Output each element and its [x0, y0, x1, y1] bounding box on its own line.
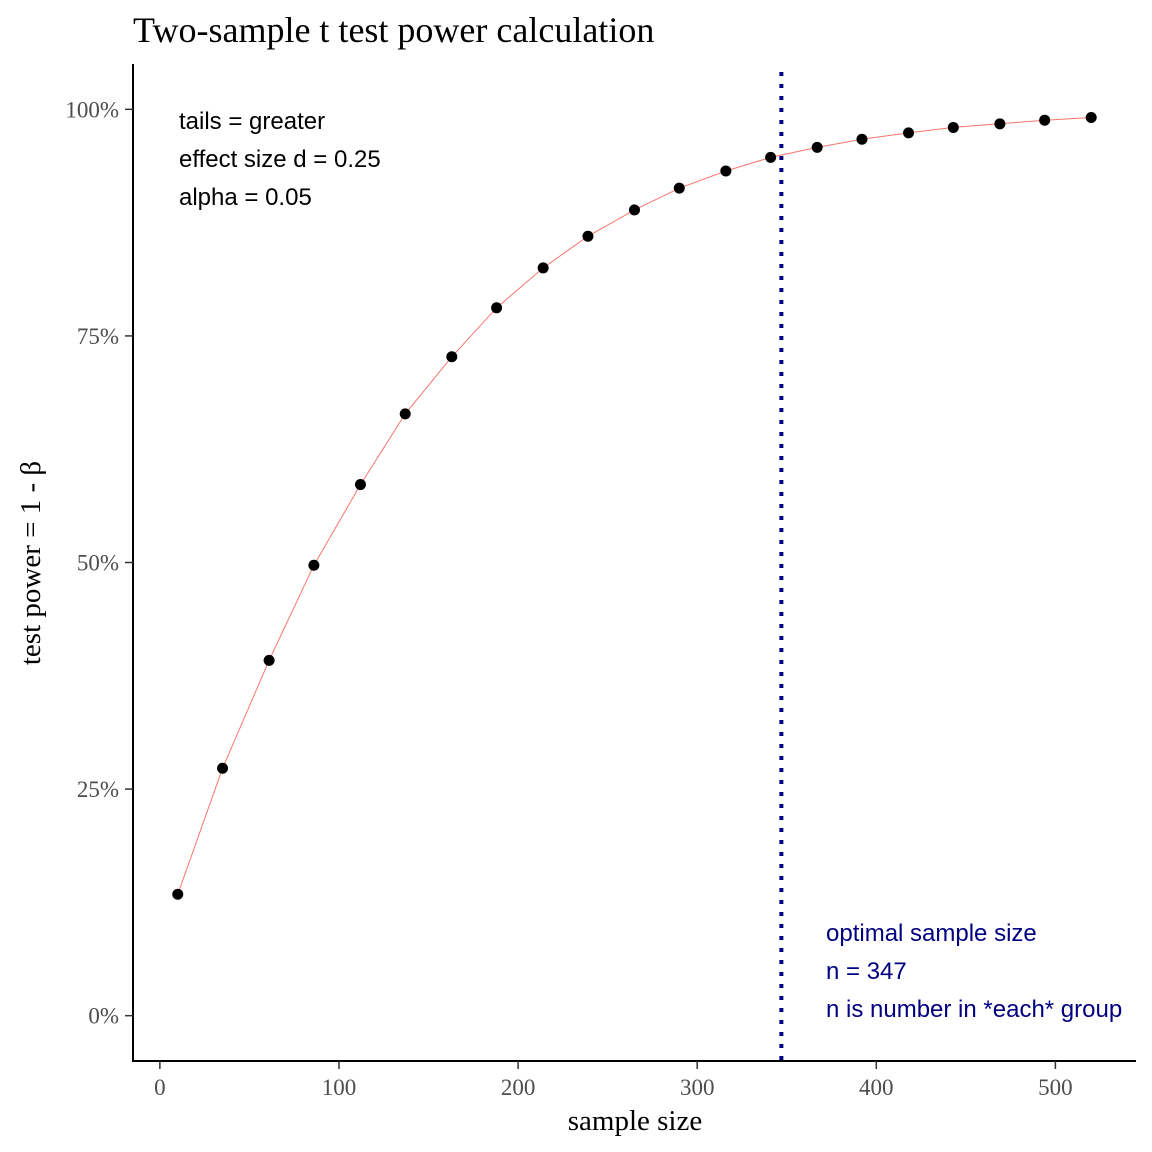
y-tick-label: 0% [88, 1004, 119, 1029]
plot-area [172, 72, 1097, 1061]
optimal-sample-annotation: optimal sample size n = 347 n is number … [826, 920, 1122, 1023]
x-tick-label: 100 [322, 1075, 357, 1100]
data-point [903, 127, 915, 139]
data-point [354, 479, 366, 491]
x-tick-label: 0 [154, 1075, 166, 1100]
chart-title: Two-sample t test power calculation [133, 10, 654, 50]
y-ticks: 0% 25% 50% 75% 100% [65, 97, 133, 1029]
data-point [629, 204, 640, 216]
x-axis-label: sample size [568, 1105, 702, 1137]
data-point [811, 141, 823, 153]
annotation-optimal-title: optimal sample size [826, 920, 1037, 947]
data-point [673, 182, 685, 194]
data-point [1039, 114, 1051, 126]
annotation-optimal-n: n = 347 [826, 958, 907, 985]
annotation-effect-size: effect size d = 0.25 [179, 146, 381, 173]
data-point [537, 262, 549, 274]
data-point [446, 351, 458, 363]
data-point [217, 762, 229, 774]
annotation-optimal-note: n is number in *each* group [826, 996, 1122, 1023]
data-point [765, 151, 777, 163]
x-tick-label: 400 [859, 1075, 894, 1100]
data-point [172, 888, 184, 900]
y-tick-label: 25% [77, 777, 119, 802]
x-tick-label: 300 [680, 1075, 715, 1100]
parameter-annotation: tails = greater effect size d = 0.25 alp… [179, 108, 381, 211]
data-point [1085, 111, 1097, 123]
data-point [308, 559, 320, 571]
x-tick-label: 200 [501, 1075, 536, 1100]
y-tick-label: 50% [77, 551, 119, 576]
data-point [947, 121, 959, 133]
y-tick-label: 100% [65, 97, 119, 122]
data-point [720, 165, 732, 177]
y-tick-label: 75% [77, 324, 119, 349]
data-point [856, 133, 868, 145]
x-ticks: 0 100 200 300 400 500 [154, 1061, 1073, 1100]
annotation-tails: tails = greater [179, 108, 325, 135]
power-curve-line [177, 117, 1092, 895]
data-point [263, 654, 275, 666]
x-tick-label: 500 [1038, 1075, 1073, 1100]
annotation-alpha: alpha = 0.05 [179, 184, 312, 211]
data-point [994, 118, 1006, 130]
y-axis-label: test power = 1 - β [15, 461, 47, 665]
data-point [491, 302, 503, 314]
data-point [399, 408, 411, 420]
data-point [582, 230, 594, 242]
